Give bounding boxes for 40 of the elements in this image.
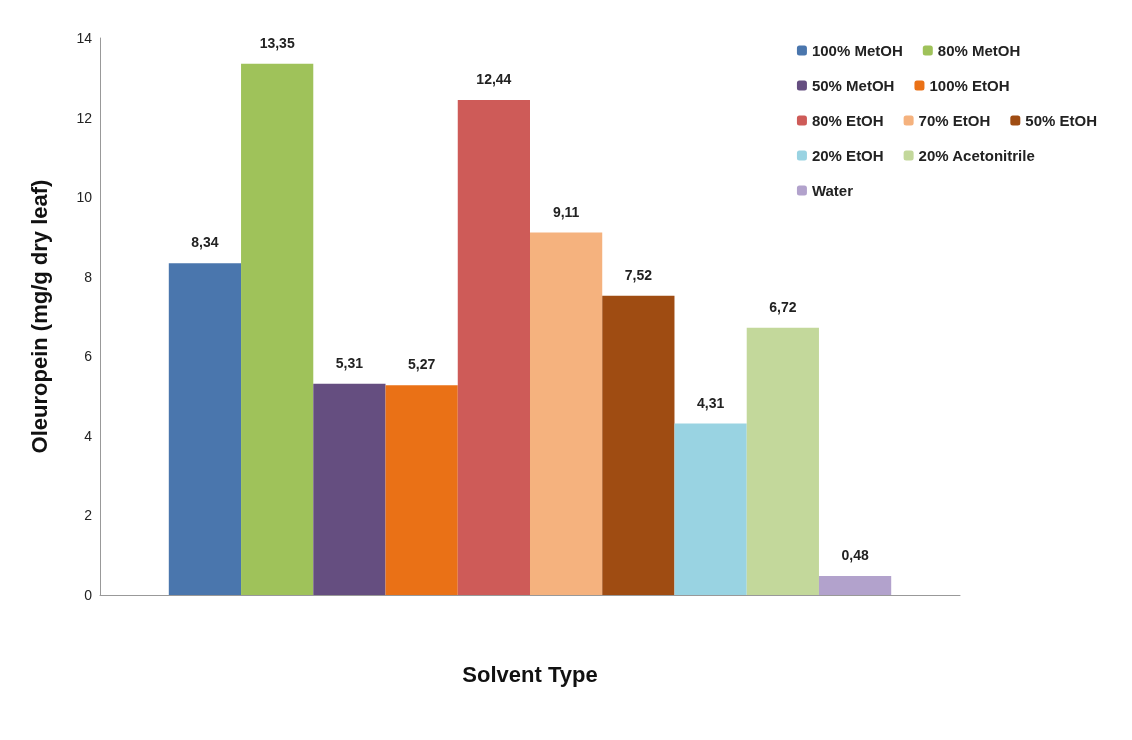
data-label: 4,31 — [696, 394, 725, 411]
bar — [241, 63, 314, 595]
data-label: 7,52 — [624, 266, 653, 283]
legend-label: 80% MetOH — [937, 42, 1021, 59]
y-tick-label: 4 — [84, 427, 93, 444]
y-tick-label: 12 — [76, 109, 93, 126]
y-tick-label: 14 — [76, 30, 93, 46]
y-tick-label: 0 — [84, 587, 93, 603]
legend-label: 70% EtOH — [918, 112, 991, 129]
legend-label: Water — [811, 182, 854, 199]
y-tick-label: 2 — [84, 507, 93, 524]
legend-label: 50% EtOH — [1025, 112, 1098, 129]
y-axis-title: Oleuropein (mg/g dry leaf) — [26, 179, 52, 454]
bar — [313, 383, 386, 595]
data-label: 12,44 — [476, 71, 512, 88]
legend-label: 20% Acetonitrile — [918, 147, 1035, 164]
data-label: 6,72 — [769, 298, 797, 315]
bar — [674, 423, 747, 595]
y-tick-label: 8 — [84, 268, 93, 285]
legend-label: 50% MetOH — [811, 77, 895, 94]
legend-label: 20% EtOH — [811, 147, 884, 164]
x-axis-title: Solvent Type — [462, 661, 598, 687]
bar — [818, 575, 892, 595]
legend-label: 100% MetOH — [811, 42, 903, 59]
legend-label: 80% EtOH — [811, 112, 884, 129]
data-label: 5,31 — [335, 354, 364, 371]
data-label: 9,11 — [552, 203, 580, 220]
bar — [530, 232, 603, 595]
legend-label: 100% EtOH — [929, 77, 1010, 94]
y-tick-label: 10 — [76, 189, 93, 206]
data-label: 8,34 — [191, 234, 219, 251]
bar — [457, 100, 530, 595]
bar — [746, 327, 819, 595]
data-label: 5,27 — [408, 356, 436, 373]
y-tick-label: 6 — [84, 348, 93, 365]
data-label: 0,48 — [841, 546, 869, 563]
bar — [602, 295, 675, 595]
data-label: 13,35 — [259, 34, 295, 51]
bar — [385, 385, 458, 595]
bar — [168, 263, 242, 595]
